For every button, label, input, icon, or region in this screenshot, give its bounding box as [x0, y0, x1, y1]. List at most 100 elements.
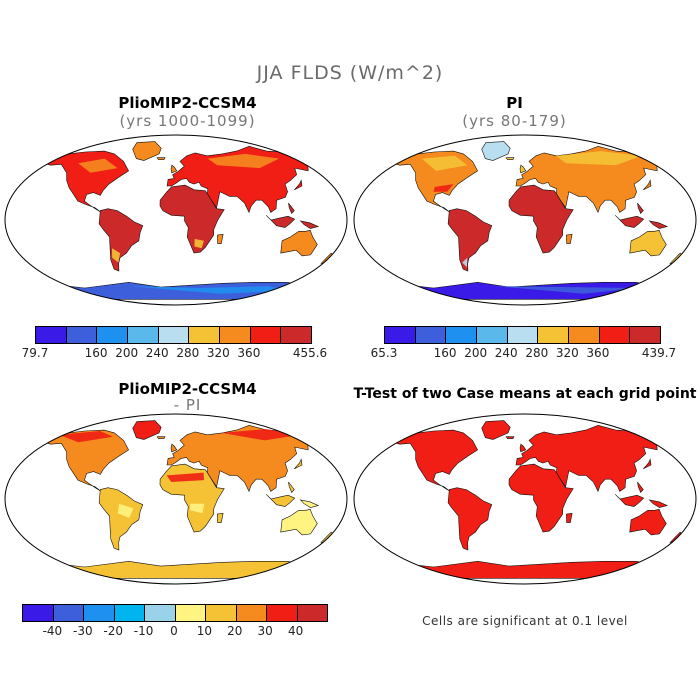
land-gl	[132, 420, 162, 440]
land-gl	[132, 141, 162, 161]
map-pliomip2	[4, 134, 348, 306]
colorbar-label: 439.7	[641, 346, 677, 360]
land-af	[159, 184, 225, 254]
colorbar-swatch	[446, 327, 478, 343]
panel3-title: PlioMIP2-CCSM4	[118, 380, 257, 398]
land-id	[265, 215, 296, 228]
land-an	[382, 560, 665, 579]
land-af	[508, 463, 574, 533]
land-ice	[156, 436, 166, 439]
colorbar-swatch	[206, 605, 237, 621]
value-patch	[207, 153, 280, 169]
panel4-title: T-Test of two Case means at each grid po…	[353, 386, 697, 402]
value-patch	[556, 151, 642, 166]
colorbar-label: 320	[206, 346, 230, 360]
colorbar-label: 200	[115, 346, 139, 360]
main-title: JJA FLDS (W/m^2)	[256, 62, 444, 84]
land-bi	[170, 164, 178, 174]
colorbar-swatch	[569, 327, 600, 343]
land-ice	[505, 157, 515, 160]
land-jp	[643, 179, 652, 191]
colorbar-swatch	[220, 327, 251, 343]
land-md	[217, 512, 224, 523]
land-ng	[648, 220, 669, 229]
colorbar-label: -10	[133, 624, 154, 638]
land-id	[614, 215, 645, 228]
colorbar-label: 160	[84, 346, 108, 360]
land-bi	[519, 443, 527, 453]
land-au	[280, 509, 318, 536]
land-an	[33, 281, 316, 300]
land-eu	[515, 424, 666, 493]
land-na	[43, 429, 129, 492]
land-au	[629, 509, 667, 536]
land-ice	[505, 436, 515, 439]
colorbar-label: 160	[433, 346, 457, 360]
land-na	[43, 150, 129, 213]
land-au	[280, 230, 318, 257]
colorbar-swatch	[415, 327, 447, 343]
colorbar-swatch	[23, 605, 54, 621]
map-border	[353, 134, 697, 306]
colorbar-swatch	[175, 605, 206, 621]
land-gl	[481, 420, 511, 440]
colorbar-swatch	[267, 605, 298, 621]
panel1-title: PlioMIP2-CCSM4	[118, 94, 257, 112]
colorbar-difference	[22, 604, 328, 622]
map-border	[4, 134, 348, 306]
colorbar-swatch	[145, 605, 176, 621]
land-sa	[447, 487, 493, 551]
colorbar-swatch	[297, 605, 327, 621]
panel2-title: PI	[506, 94, 523, 112]
colorbar-label: 30	[257, 624, 273, 638]
map-border	[353, 413, 697, 585]
colorbar-swatch	[66, 327, 98, 343]
colorbar-label: 280	[176, 346, 200, 360]
map-ttest	[353, 413, 697, 585]
land-ph	[288, 481, 295, 493]
colorbar-label: -20	[103, 624, 123, 638]
map-pi	[353, 134, 697, 306]
panel2-subtitle: (yrs 80-179)	[462, 112, 567, 130]
value-patch	[421, 155, 468, 171]
land-ice	[156, 157, 166, 160]
land-sa	[98, 208, 144, 272]
land-id	[265, 494, 296, 507]
colorbar-label: 40	[287, 624, 304, 638]
colorbar-swatch	[281, 327, 312, 343]
colorbar-label: 65.3	[370, 346, 398, 360]
value-patch	[112, 248, 121, 263]
colorbar-swatch	[599, 327, 631, 343]
colorbar-label: 0	[170, 624, 178, 638]
colorbar-label: 240	[145, 346, 169, 360]
colorbar-label: 360	[586, 346, 610, 360]
colorbar-label: 455.6	[292, 346, 328, 360]
land-an	[33, 560, 316, 579]
value-patch	[129, 286, 288, 294]
land-eu	[166, 145, 317, 214]
value-patch	[117, 503, 134, 518]
land-jp	[294, 458, 303, 470]
colorbar-label: 79.7	[21, 346, 49, 360]
panel3-subtitle: - PI	[173, 396, 202, 414]
land-id	[614, 494, 645, 507]
colorbar-label: 200	[464, 346, 488, 360]
land-ph	[637, 481, 644, 493]
colorbar-label: 280	[525, 346, 549, 360]
value-patch	[190, 503, 205, 514]
land-ph	[288, 202, 295, 214]
land-ng	[299, 220, 320, 229]
land-md	[566, 512, 573, 523]
value-patch	[462, 257, 468, 268]
land-sa	[98, 487, 144, 551]
colorbar-swatch	[507, 327, 539, 343]
land-an	[382, 281, 665, 300]
colorbar-swatch	[189, 327, 221, 343]
colorbar-swatch	[250, 327, 282, 343]
colorbar-swatch	[97, 327, 129, 343]
land-jp	[643, 458, 652, 470]
land-af	[508, 184, 574, 254]
land-bi	[170, 443, 178, 453]
land-au	[629, 230, 667, 257]
value-patch	[59, 431, 113, 443]
